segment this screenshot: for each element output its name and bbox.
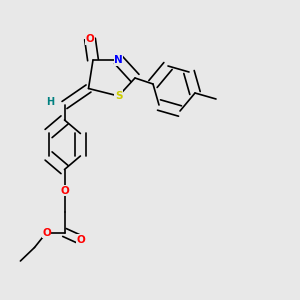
Text: N: N (114, 55, 123, 65)
Text: H: H (46, 97, 55, 107)
Text: O: O (85, 34, 94, 44)
Text: O: O (76, 235, 85, 245)
Text: O: O (60, 185, 69, 196)
Text: O: O (42, 227, 51, 238)
Text: S: S (115, 91, 122, 101)
